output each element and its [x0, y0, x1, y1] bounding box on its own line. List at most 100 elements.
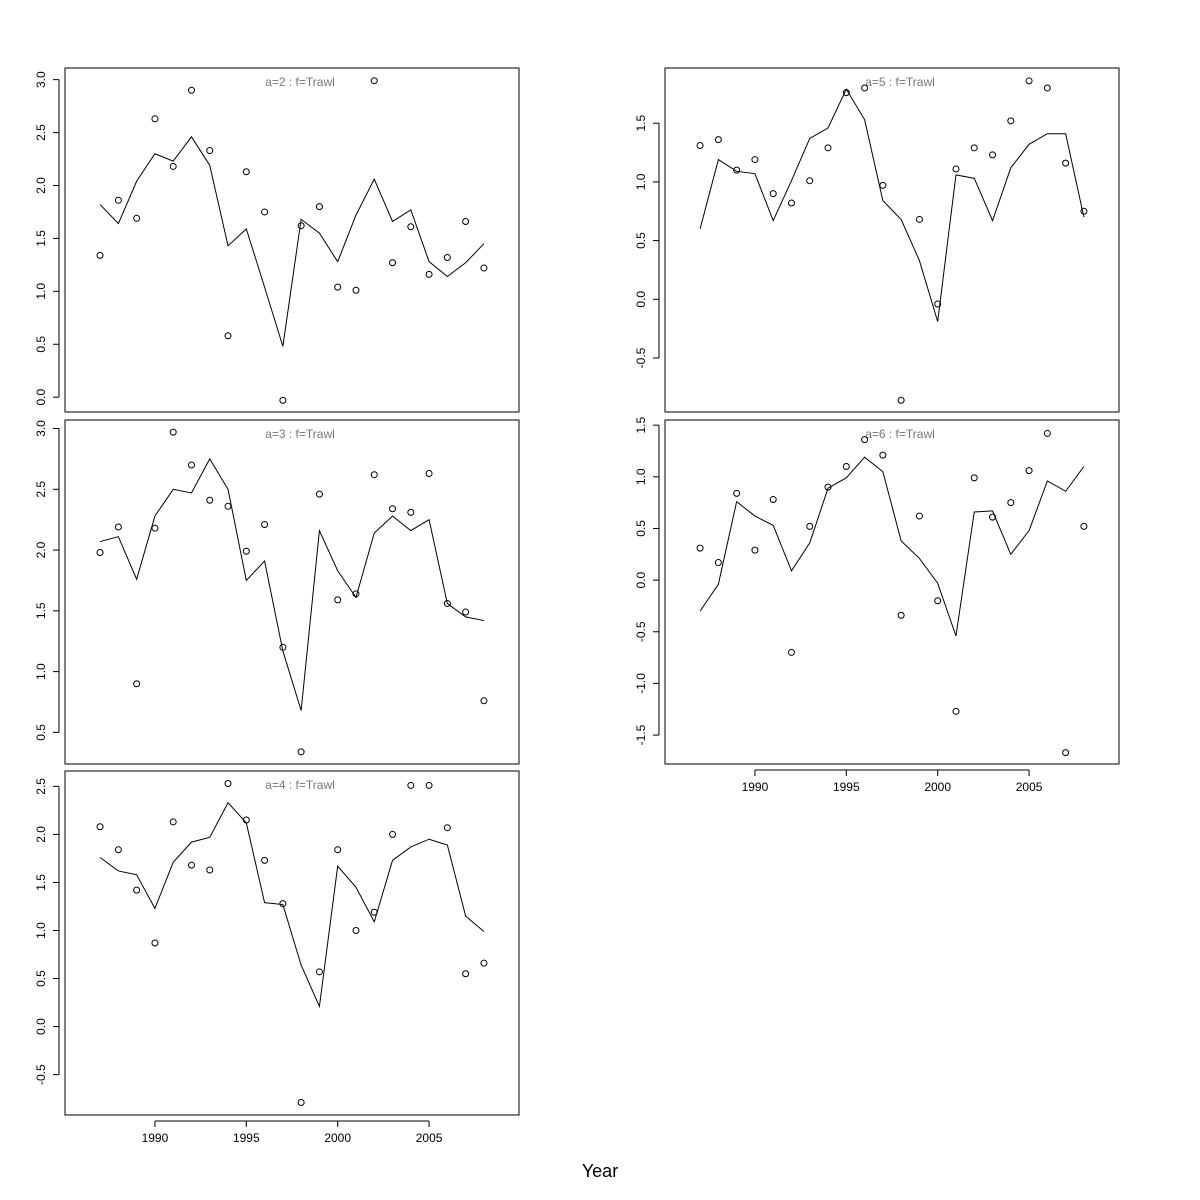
y-tick-label: 1.5 [634, 417, 648, 434]
plot-frame [664, 67, 1120, 413]
y-tick-label: 0.5 [634, 232, 648, 249]
observed-point [879, 451, 887, 459]
panel: a=5 : f=Trawl -0.5 0.0 0.5 1.0 1.5 [634, 67, 1120, 413]
y-tick-label: 2.5 [34, 481, 48, 498]
observed-point [480, 697, 488, 705]
observed-point [1025, 467, 1033, 475]
observed-point [970, 474, 978, 482]
observed-point [787, 648, 795, 656]
y-tick-label: 1.5 [34, 602, 48, 619]
panel: a=3 : f=Trawl 0.5 1.0 1.5 2.0 2.5 3.0 [34, 419, 520, 765]
observed-point [261, 856, 269, 864]
observed-point [114, 846, 122, 854]
y-tick-label: 1.5 [34, 230, 48, 247]
x-tick-label: 1990 [142, 1131, 169, 1145]
observed-point [714, 136, 722, 144]
panel-title: a=3 : f=Trawl [265, 427, 335, 441]
y-tick-label: -1.5 [634, 724, 648, 745]
observed-point [480, 959, 488, 967]
observed-point [897, 396, 905, 404]
y-tick-label: 0.0 [634, 571, 648, 588]
observed-point [206, 866, 214, 874]
observed-point [389, 505, 397, 513]
observed-point [133, 886, 141, 894]
observed-point [1007, 117, 1015, 125]
observed-point [714, 559, 722, 567]
y-tick-label: 2.0 [34, 826, 48, 843]
observed-point [915, 215, 923, 223]
observed-point [952, 165, 960, 173]
plot-frame [64, 67, 520, 413]
observed-point [989, 151, 997, 159]
y-tick-label: 1.0 [634, 173, 648, 190]
x-tick-label: 2000 [324, 1131, 351, 1145]
y-tick-label: 1.5 [34, 874, 48, 891]
observed-point [224, 502, 232, 510]
panel: a=2 : f=Trawl 0.0 0.5 1.0 1.5 2.0 2.5 3.0 [34, 67, 520, 413]
x-tick-label: 1995 [833, 780, 860, 794]
observed-point [842, 462, 850, 470]
observed-point [462, 217, 470, 225]
observed-point [242, 547, 250, 555]
observed-point [206, 147, 214, 155]
observed-point [407, 781, 415, 789]
observed-point [861, 436, 869, 444]
observed-point [279, 900, 287, 908]
observed-point [352, 927, 360, 935]
plot-frame [664, 419, 1120, 765]
observed-point [370, 471, 378, 479]
observed-point [261, 521, 269, 529]
y-tick-label: 1.0 [34, 922, 48, 939]
y-tick-label: -1.0 [634, 673, 648, 694]
y-tick-label: 1.0 [34, 663, 48, 680]
observed-point [769, 190, 777, 198]
observed-point [169, 162, 177, 170]
plot-frame [64, 419, 520, 765]
observed-point [1062, 159, 1070, 167]
y-tick-label: 1.0 [34, 283, 48, 300]
observed-point [315, 968, 323, 976]
y-tick-label: 0.5 [34, 970, 48, 987]
observed-point [169, 428, 177, 436]
observed-point [315, 490, 323, 498]
y-tick-label: 0.0 [634, 291, 648, 308]
observed-point [187, 461, 195, 469]
y-tick-label: -0.5 [634, 621, 648, 642]
observed-point [407, 508, 415, 516]
observed-point [806, 177, 814, 185]
observed-point [1080, 522, 1088, 530]
observed-point [480, 264, 488, 272]
observed-point [389, 259, 397, 267]
observed-point [443, 824, 451, 832]
y-tick-label: 0.5 [634, 520, 648, 537]
observed-point [696, 544, 704, 552]
y-tick-label: 0.5 [34, 724, 48, 741]
x-tick-label: 2005 [1016, 780, 1043, 794]
observed-point [425, 469, 433, 477]
observed-point [751, 546, 759, 554]
observed-point [769, 496, 777, 504]
observed-point [952, 707, 960, 715]
observed-point [751, 156, 759, 164]
panel-title: a=2 : f=Trawl [265, 75, 335, 89]
fitted-line [99, 135, 485, 347]
observed-point [96, 251, 104, 259]
y-tick-label: 1.5 [634, 115, 648, 132]
observed-point [970, 144, 978, 152]
observed-point [861, 84, 869, 92]
observed-point [133, 680, 141, 688]
observed-point [443, 253, 451, 261]
x-axis-label: Year [582, 1161, 618, 1181]
panel-title: a=4 : f=Trawl [265, 778, 335, 792]
observed-point [443, 600, 451, 608]
observed-point [806, 522, 814, 530]
observed-point [352, 286, 360, 294]
observed-point [224, 779, 232, 787]
x-tick-label: 1990 [742, 780, 769, 794]
observed-point [334, 596, 342, 604]
observed-point [151, 115, 159, 123]
observed-point [1080, 207, 1088, 215]
y-tick-label: 1.0 [634, 468, 648, 485]
observed-point [1043, 429, 1051, 437]
observed-point [297, 222, 305, 230]
